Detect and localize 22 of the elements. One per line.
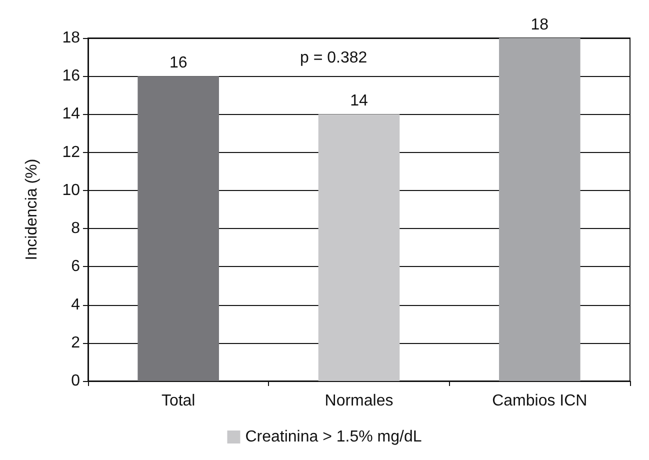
y-tick-label: 8 — [71, 220, 80, 238]
x-tick-label: Cambios ICN — [492, 392, 588, 410]
x-tick-label: Total — [161, 392, 196, 410]
y-tick-label: 4 — [71, 296, 80, 314]
data-label: 16 — [169, 54, 188, 72]
y-tick-label: 12 — [62, 144, 80, 161]
y-tick-label: 14 — [62, 106, 80, 123]
y-tick-label: 18 — [62, 30, 80, 46]
y-tick-label: 2 — [71, 334, 80, 352]
y-tick-label: 0 — [71, 372, 80, 390]
legend-label: Creatinina > 1.5% mg/dL — [245, 428, 422, 446]
annotation: p = 0.382 — [300, 50, 368, 66]
data-label: 18 — [530, 16, 549, 34]
bar — [318, 114, 400, 381]
bar — [499, 38, 580, 381]
y-tick-label: 10 — [62, 182, 80, 199]
data-label: 14 — [350, 92, 368, 110]
y-tick-label: 16 — [62, 68, 80, 85]
y-axis-title: Incidencia (%) — [24, 158, 40, 260]
bar — [138, 76, 219, 381]
y-tick-label: 6 — [71, 258, 80, 276]
x-tick-label: Normales — [324, 392, 394, 410]
